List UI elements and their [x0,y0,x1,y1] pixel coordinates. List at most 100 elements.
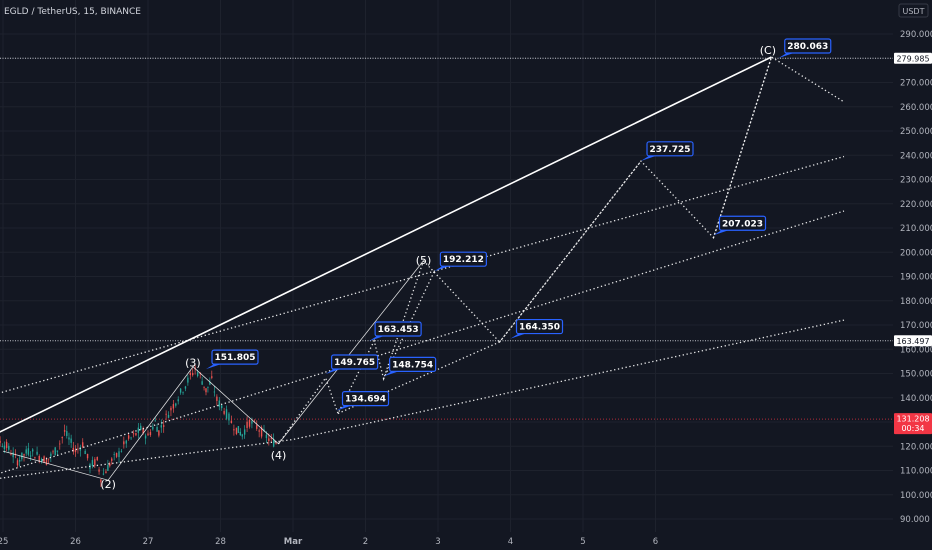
candle-body [268,438,270,441]
currency-badge[interactable]: USDT [898,3,929,18]
callout-box [211,349,259,365]
candle-body [118,451,120,458]
trend-line [423,260,501,343]
y-tick-label: 150.000 [900,370,932,380]
price-callout: 163.453 [369,321,422,342]
candle-body [216,396,218,402]
callout-pointer [713,230,729,236]
y-axis[interactable]: 90.000100.000110.000120.000130.000140.00… [893,0,932,550]
y-tick-label: 190.000 [900,273,932,283]
candle-body [243,429,246,435]
candle-body [265,434,268,439]
candle-body [260,427,263,437]
callout-pointer [206,364,221,370]
callout-box [374,321,422,337]
trend-line [0,56,772,433]
candle-body [8,445,10,450]
candle-body [16,460,19,466]
callout-label: 164.350 [519,323,560,333]
candle-body [94,459,96,466]
y-tick-label: 140.000 [900,394,932,404]
candle-body [253,420,256,422]
candle-body [79,447,82,451]
price-mark-label: 163.497 [896,337,929,346]
y-tick-label: 290.000 [900,30,932,40]
x-tick-label: Mar [284,537,303,547]
candle-body [77,448,79,450]
wave-labels: (2) (3) (4) (5) (C) [100,44,776,491]
candle-body [72,447,75,452]
price-mark-countdown: 00:34 [901,424,924,433]
callout-pointer [641,155,656,161]
price-mark: 279.985 [894,52,932,64]
candle-body [1,446,3,447]
candle-body [275,443,277,445]
y-tick-label: 250.000 [900,127,932,137]
price-mark: 163.497 [894,335,932,347]
y-tick-label: 120.000 [900,442,932,452]
y-tick-label: 160.000 [900,345,932,355]
candle-body [45,459,48,465]
x-tick-label: 28 [215,537,226,547]
price-callout: 149.765 [325,354,379,374]
candle-body [235,427,238,435]
x-axis[interactable]: 25 26 27 28 Mar 2 3 4 5 6 [0,532,893,550]
y-tick-label: 210.000 [900,224,932,234]
price-callout: 148.754 [383,356,437,377]
candle-body [0,440,1,443]
chart-title: EGLD / TetherUS, 15, BINANCE [4,7,141,17]
wave-label: (5) [416,254,432,267]
candle-body [175,403,177,406]
candle-body [82,442,84,448]
candle-body [154,420,156,422]
candle-body [130,437,132,439]
y-tick-label: 260.000 [900,103,932,113]
candle-body [107,465,109,471]
candle-body [34,457,36,459]
candle-body [179,388,182,393]
candle-body [102,473,105,475]
candle-body [218,400,220,407]
callout-pointer [336,405,352,411]
x-tick-label: 2 [363,537,368,547]
candle-body [258,430,260,432]
candle-body [5,441,8,448]
candle-body [96,456,98,461]
price-mark-label: 279.985 [896,54,929,63]
price-callout: 207.023 [713,215,767,236]
callout-pointer [325,368,341,374]
candle-body [38,456,40,461]
price-callout: 192.212 [434,251,487,272]
candle-body [272,439,275,447]
candle-body [184,386,187,389]
candle-body [209,382,211,385]
candle-body [207,386,209,388]
trend-line [499,160,642,343]
y-tick-label: 240.000 [900,151,932,161]
candle-body [113,454,115,455]
candle-body [182,392,184,394]
y-tick-label: 220.000 [900,200,932,210]
candle-body [86,453,89,459]
candle-body [201,381,203,385]
callout-label: 134.694 [345,395,386,405]
candle-body [120,450,123,452]
candle-body [156,426,158,432]
candle-body [54,447,56,456]
x-tick-label: 26 [70,537,81,547]
callout-box [784,38,832,54]
candle-body [115,453,118,457]
candle-body [189,372,191,376]
candle-body [63,430,66,432]
candle-body [40,458,43,462]
candle-body [84,450,86,455]
candle-body [158,430,160,436]
y-tick-label: 170.000 [900,321,932,331]
callout-box [341,391,390,407]
callout-label: 192.212 [443,255,484,265]
candle-body [196,372,199,377]
candle-body [160,425,162,428]
candle-body [21,452,23,460]
